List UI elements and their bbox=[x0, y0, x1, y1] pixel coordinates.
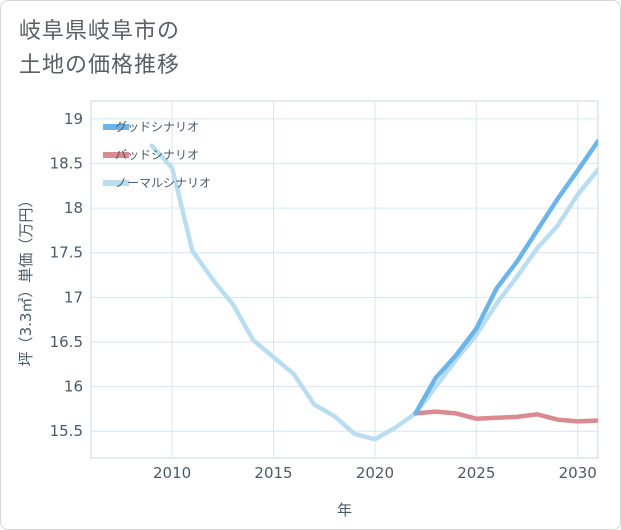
legend-label-1: バッドシナリオ bbox=[115, 148, 199, 162]
y-tick-label: 16.5 bbox=[50, 333, 83, 351]
x-tick-label: 2030 bbox=[559, 464, 597, 482]
y-tick-label: 16 bbox=[64, 378, 83, 396]
x-tick-label: 2010 bbox=[153, 464, 191, 482]
chart-title: 岐阜県岐阜市の 土地の価格推移 bbox=[19, 15, 180, 83]
series-line-1 bbox=[413, 409, 598, 424]
legend-label-0: グッドシナリオ bbox=[115, 120, 199, 134]
title-line-2: 土地の価格推移 bbox=[19, 53, 181, 78]
y-tick-label: 19 bbox=[64, 110, 83, 128]
y-tick-label: 18.5 bbox=[50, 154, 83, 172]
y-tick-label: 18 bbox=[64, 199, 83, 217]
series-line-2 bbox=[149, 143, 598, 442]
x-tick-label: 2020 bbox=[356, 464, 394, 482]
y-tick-label: 17 bbox=[64, 288, 83, 306]
y-axis-title: 坪（3.3㎡）単価（万円） bbox=[17, 193, 35, 367]
series-line-0 bbox=[413, 138, 598, 416]
legend-label-2: ノーマルシナリオ bbox=[115, 176, 211, 190]
x-axis-title: 年 bbox=[337, 501, 352, 519]
x-tick-label: 2015 bbox=[254, 464, 292, 482]
y-tick-label: 17.5 bbox=[50, 244, 83, 262]
title-line-1: 岐阜県岐阜市の bbox=[19, 19, 181, 44]
x-tick-label: 2025 bbox=[457, 464, 495, 482]
y-tick-label: 15.5 bbox=[50, 422, 83, 440]
